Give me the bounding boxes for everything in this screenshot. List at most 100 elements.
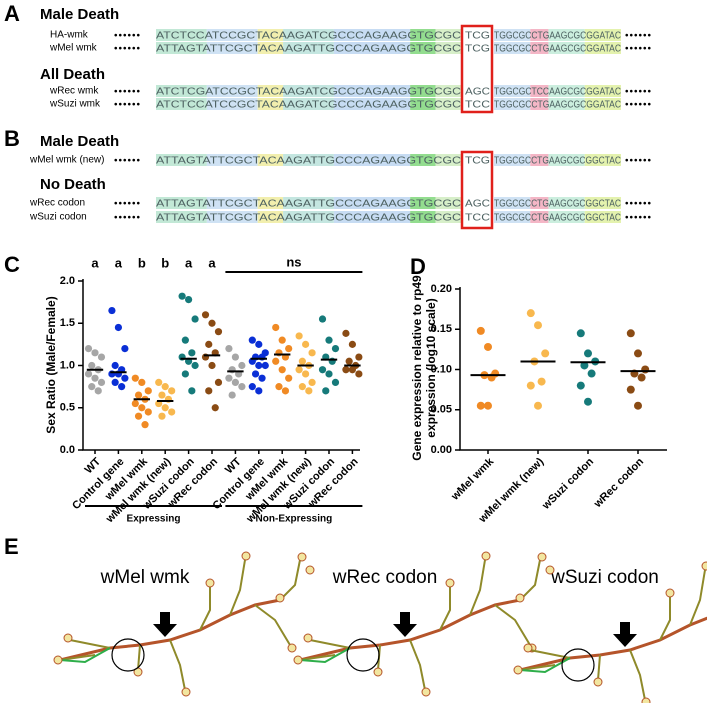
data-point	[251, 370, 260, 378]
ellipsis: ••••••	[625, 44, 652, 55]
data-point	[641, 365, 650, 374]
ellipsis: ••••••	[625, 213, 652, 224]
data-point	[584, 397, 592, 406]
seq-highlight	[584, 197, 621, 209]
seq-highlight	[410, 197, 436, 209]
seq-highlight	[584, 211, 621, 223]
data-point	[484, 342, 492, 351]
data-point	[141, 421, 149, 429]
group-title: Male Death	[40, 6, 119, 23]
data-point	[144, 408, 152, 416]
seq-highlight	[530, 42, 549, 54]
x-tick-label: wMel wmk	[449, 455, 497, 503]
data-point	[144, 387, 152, 395]
data-point	[580, 361, 589, 370]
data-point	[205, 340, 213, 348]
seq-highlight	[257, 29, 284, 41]
data-point	[331, 378, 340, 386]
stem	[59, 647, 111, 664]
data-point	[191, 315, 199, 323]
data-point	[302, 370, 310, 378]
stem	[519, 569, 706, 701]
significance-letter: a	[185, 255, 193, 270]
data-point	[231, 353, 239, 361]
axis	[459, 287, 667, 451]
data-point	[255, 361, 263, 370]
arrow	[613, 622, 637, 647]
data-point	[295, 332, 303, 340]
data-point	[278, 336, 286, 344]
data-point	[214, 328, 223, 336]
structure-title: wSuzi codon	[550, 567, 659, 588]
sequence: TGGCGCTCCAAGCGCGGATAC	[494, 87, 621, 98]
row-label: wSuzi codon	[29, 212, 87, 223]
row-label: wRec wmk	[49, 86, 99, 97]
panel-label: A	[4, 1, 20, 26]
y-tick-label: 0.05	[431, 404, 452, 416]
x-tick-label: wSuzi codon	[539, 456, 596, 513]
seq-highlight	[333, 98, 411, 110]
loop	[641, 697, 651, 703]
sequence: TCG	[465, 31, 490, 42]
group-title: All Death	[40, 66, 105, 83]
y-tick-label: 2.0	[60, 275, 75, 287]
data-point	[342, 366, 350, 374]
data-point	[298, 383, 306, 391]
structure-title: wRec codon	[332, 567, 438, 588]
ellipsis: ••••••	[114, 199, 141, 210]
seq-highlight	[435, 98, 461, 110]
data-point	[88, 383, 96, 391]
group-label: Non-Expressing	[256, 514, 333, 525]
data-point	[345, 357, 353, 365]
seq-highlight	[257, 154, 284, 166]
data-point	[118, 383, 126, 391]
data-point	[84, 345, 93, 353]
loop	[445, 578, 455, 588]
data-point	[302, 340, 310, 348]
data-point	[281, 387, 290, 395]
ellipsis: ••••••	[114, 156, 141, 167]
seq-highlight	[530, 211, 549, 223]
data-point	[208, 319, 216, 327]
data-point	[97, 378, 106, 386]
data-point	[131, 399, 139, 408]
data-point	[348, 366, 356, 374]
y-tick-label: 0.10	[431, 363, 452, 375]
y-axis-label: Gene expression relative to rp49	[410, 275, 424, 461]
data-point	[541, 349, 550, 358]
loop	[287, 643, 297, 653]
data-point	[121, 345, 129, 353]
y-tick-label: 0.0	[60, 444, 75, 456]
data-point	[634, 401, 642, 410]
data-point	[308, 349, 316, 357]
data-point	[348, 340, 356, 348]
sequence: ATTAGTATTCGCTACAAGATTGCCCAGAAGGTGCGC	[156, 199, 461, 210]
loop	[701, 561, 707, 571]
seq-highlight	[435, 29, 461, 41]
seq-highlight	[530, 197, 549, 209]
seq-highlight	[584, 42, 621, 54]
data-point	[178, 292, 186, 300]
row-label: wRec codon	[29, 198, 85, 209]
ellipsis: ••••••	[114, 44, 141, 55]
seq-highlight	[333, 42, 411, 54]
data-point	[626, 385, 635, 394]
data-point	[285, 374, 293, 382]
loop	[241, 551, 251, 561]
data-point	[576, 381, 585, 390]
codon-box	[460, 150, 494, 230]
data-point	[158, 412, 166, 420]
sequence: AGC	[465, 199, 490, 210]
sequence: TGGCGCCTGAAGCGCGGATAC	[494, 100, 621, 111]
seq-highlight	[494, 98, 531, 110]
data-point	[255, 387, 263, 395]
significance-letter: a	[115, 255, 123, 270]
data-point	[534, 401, 542, 410]
seq-highlight	[410, 154, 436, 166]
ellipsis: ••••••	[625, 199, 652, 210]
y-tick-label: 0.00	[431, 444, 452, 456]
data-point	[295, 366, 303, 374]
data-point	[161, 383, 169, 391]
data-point	[231, 378, 239, 386]
